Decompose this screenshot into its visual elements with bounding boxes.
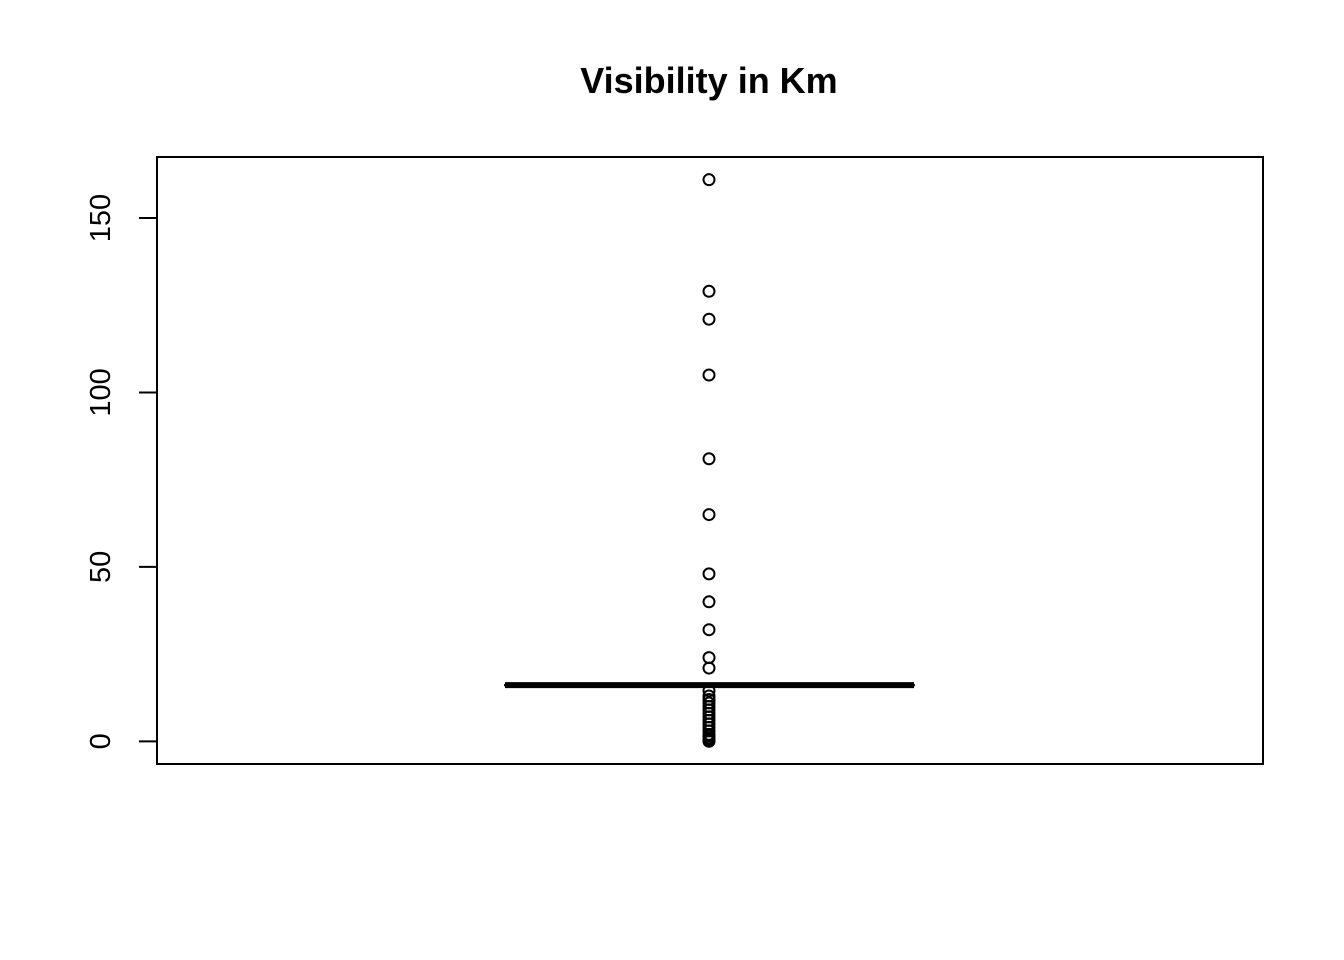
outlier-point — [702, 595, 716, 609]
y-axis: 0 50 100 150 — [85, 194, 158, 749]
chart-title: Visibility in Km — [580, 60, 837, 101]
outlier-point — [702, 284, 716, 298]
y-tick-label: 50 — [85, 551, 117, 583]
y-tick-label: 0 — [85, 733, 117, 749]
outlier-point — [702, 734, 716, 748]
outlier-points — [702, 173, 716, 748]
y-tick-label: 100 — [85, 368, 117, 416]
outlier-point — [702, 173, 716, 187]
outlier-point — [702, 623, 716, 637]
outlier-point — [702, 368, 716, 382]
outlier-point — [702, 567, 716, 581]
outlier-point — [702, 661, 716, 675]
outlier-point — [702, 312, 716, 326]
outlier-point — [702, 508, 716, 522]
y-tick-label: 150 — [85, 194, 117, 242]
outlier-point — [702, 452, 716, 466]
outlier-point — [702, 651, 716, 665]
